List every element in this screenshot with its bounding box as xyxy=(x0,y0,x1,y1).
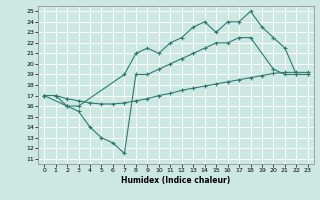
X-axis label: Humidex (Indice chaleur): Humidex (Indice chaleur) xyxy=(121,176,231,185)
